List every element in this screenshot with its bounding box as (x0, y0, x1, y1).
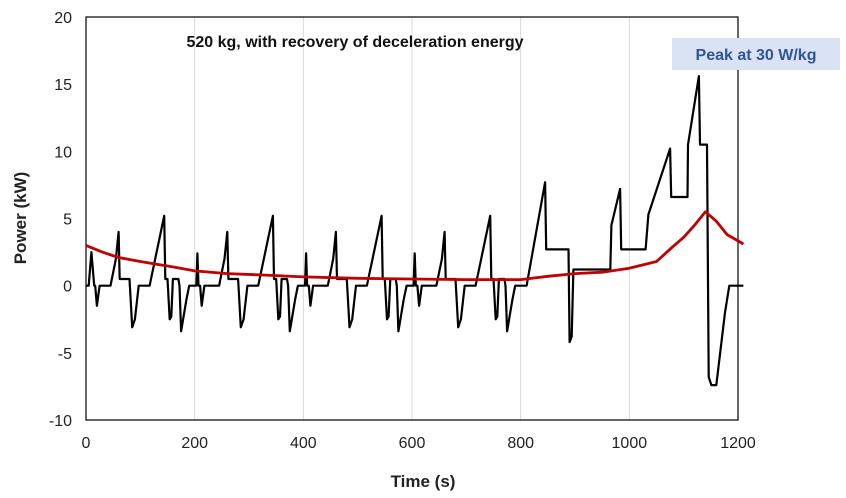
y-tick-label: 0 (63, 279, 72, 296)
plot-area-frame (85, 16, 739, 421)
x-axis-title: Time (s) (391, 472, 456, 491)
x-tick-label: 1000 (612, 435, 648, 452)
x-tick-label: 0 (82, 435, 91, 452)
x-tick-label: 1200 (720, 435, 756, 452)
series-layer (85, 74, 745, 387)
x-tick-label: 600 (399, 435, 426, 452)
x-tick-label: 200 (181, 435, 208, 452)
y-tick-label: -10 (49, 413, 72, 430)
y-tick-label: 10 (54, 144, 72, 161)
x-tick-label: 400 (290, 435, 317, 452)
y-tick-label: 5 (63, 212, 72, 229)
y-tick-label: 20 (54, 10, 72, 27)
annotation-box (672, 38, 840, 70)
average-power-series-line (85, 210, 745, 282)
annotation-text: Peak at 30 W/kg (696, 47, 817, 64)
gridlines (194, 17, 630, 420)
y-tick-label: -5 (58, 346, 72, 363)
y-axis-ticks: -10 -5 0 5 10 15 20 (49, 10, 72, 430)
y-axis-title: Power (kW) (11, 172, 30, 265)
x-axis-ticks: 0 200 400 600 800 1000 1200 (82, 435, 756, 452)
peak-annotation: Peak at 30 W/kg (672, 38, 840, 70)
x-tick-label: 800 (507, 435, 534, 452)
chart-title: 520 kg, with recovery of deceleration en… (186, 34, 523, 51)
y-tick-label: 15 (54, 77, 72, 94)
